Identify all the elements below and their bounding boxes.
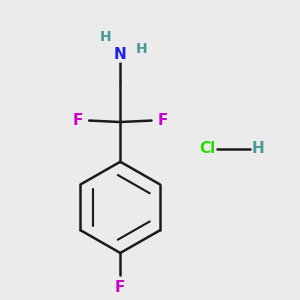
Text: Cl: Cl — [199, 141, 215, 156]
Text: N: N — [114, 47, 127, 62]
Text: F: F — [72, 113, 82, 128]
Text: H: H — [252, 141, 265, 156]
Text: F: F — [158, 113, 168, 128]
Text: H: H — [100, 30, 112, 44]
Text: F: F — [115, 280, 125, 295]
Text: H: H — [136, 42, 148, 56]
